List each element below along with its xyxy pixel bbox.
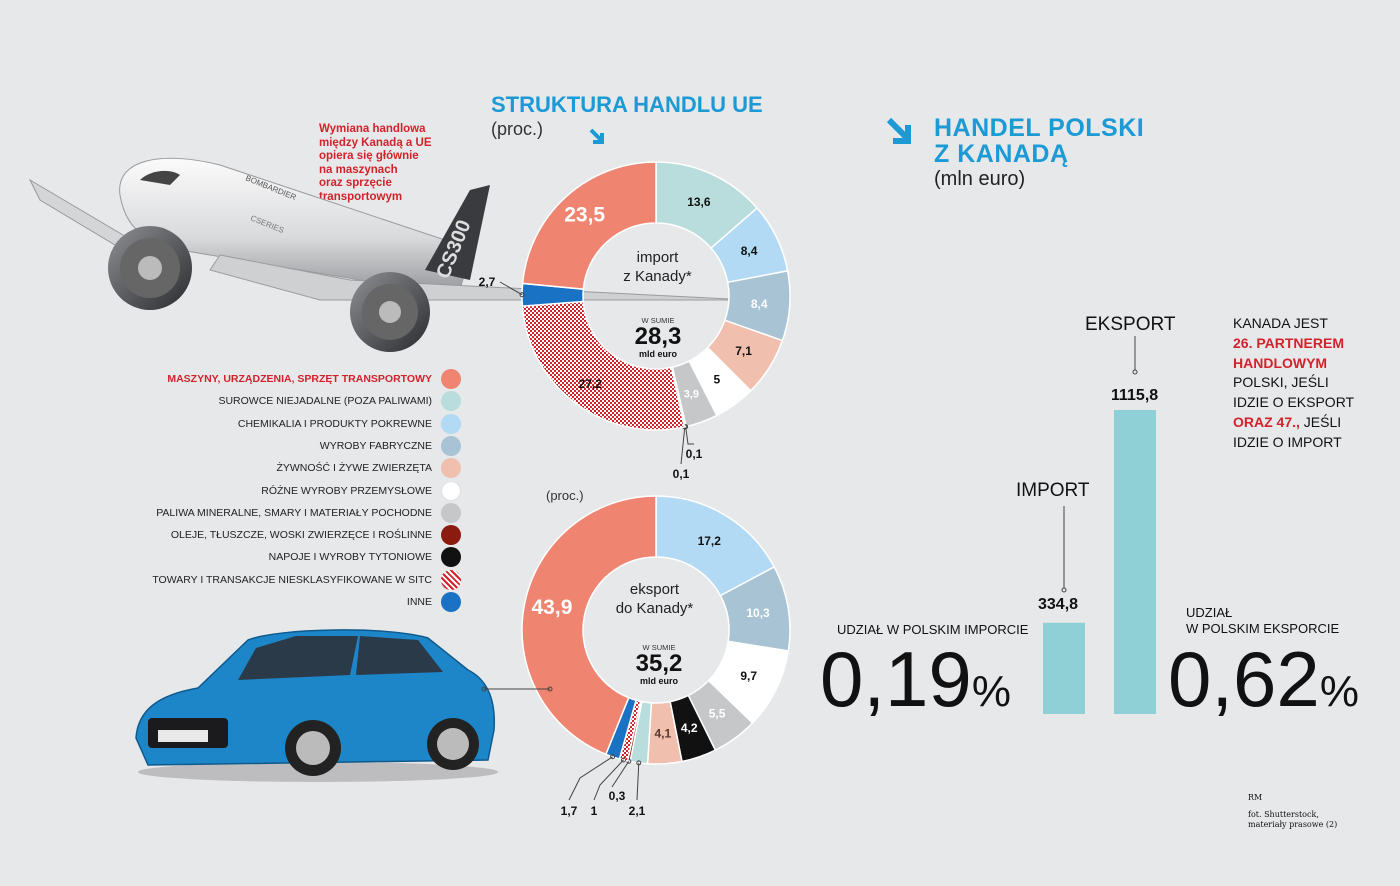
pie-value-label: 1,7	[561, 804, 578, 818]
bar-value-import: 334,8	[1038, 596, 1079, 613]
pie-leader-line	[568, 756, 613, 801]
pie-leader-line	[685, 426, 694, 445]
pie-value-label: 4,1	[654, 726, 671, 740]
airplane-illustration: CS300 BOMBARDIER CSERIES	[28, 157, 751, 352]
pie-leader-dot	[620, 757, 626, 763]
pie-value-label: 2,1	[629, 804, 646, 818]
pie2-total: W SUMIE 35,2 mld euro	[635, 643, 683, 686]
bar-label-export: EKSPORT	[1085, 314, 1176, 335]
pie-value-label: 13,6	[687, 195, 711, 209]
car-leader-dot	[547, 686, 553, 692]
pie-value-label: 1	[591, 804, 598, 818]
legend-swatch	[441, 413, 461, 434]
bar-import	[1043, 622, 1085, 714]
bar-label-import: IMPORT	[1016, 480, 1090, 501]
pie-slice-machinery	[521, 495, 657, 756]
pie-value-label: 0,1	[686, 447, 703, 461]
legend-label: CHEMIKALIA I PRODUKTY POKREWNE	[237, 417, 432, 430]
legend-swatch	[441, 435, 461, 456]
bar-chart	[1043, 336, 1156, 714]
pie-value-label: 3,9	[684, 388, 699, 400]
pie-value-label: 10,3	[746, 606, 770, 620]
pie-value-label: 0,3	[609, 789, 626, 803]
pie-value-label: 5	[713, 373, 720, 387]
legend-label: ŻYWNOŚĆ I ŻYWE ZWIERZĘTA	[276, 462, 432, 475]
legend-swatch	[441, 391, 461, 412]
pie-leader-dot	[636, 760, 642, 766]
legend-swatch	[441, 458, 461, 479]
import-share-caption: UDZIAŁ W POLSKIM IMPORCIE	[837, 622, 1029, 637]
legend-swatch	[441, 502, 461, 523]
car-illustration	[135, 629, 498, 782]
legend-swatch	[441, 525, 461, 546]
legend-label: MASZYNY, URZĄDZENIA, SPRZĘT TRANSPORTOWY	[167, 373, 432, 385]
pie-leader-line	[636, 762, 640, 801]
legend-swatch	[441, 547, 461, 568]
handel-title-line2: Z KANADĄ	[934, 140, 1069, 168]
pie-slice-unclass	[521, 300, 686, 431]
pie2-unit: (proc.)	[546, 488, 584, 503]
pie1-center: import z Kanady*	[623, 249, 692, 285]
import-share-value: 0,19%	[820, 635, 1011, 723]
bar-leader-dot	[1132, 369, 1138, 375]
legend-label: TOWARY I TRANSAKCJE NIESKLASYFIKOWANE W …	[152, 573, 432, 586]
bar-export	[1114, 410, 1156, 714]
pie-leader-dot	[610, 754, 616, 760]
legend-label: OLEJE, TŁUSZCZE, WOSKI ZWIERZĘCE I ROŚLI…	[170, 529, 432, 542]
legend-label: INNE	[406, 596, 432, 608]
pie2-center: eksport do Kanady*	[615, 581, 694, 617]
pie-value-label: 43,9	[532, 596, 573, 619]
pie-value-label: 9,7	[740, 669, 757, 683]
pie-leader-dot	[519, 292, 525, 298]
pie-value-label: 23,5	[564, 204, 605, 227]
legend-label: PALIWA MINERALNE, SMARY I MATERIAŁY POCH…	[156, 506, 432, 519]
handel-title-line1: HANDEL POLSKI	[934, 114, 1145, 142]
pie-value-label: 8,4	[741, 244, 758, 258]
arrow-down-right-icon	[589, 128, 604, 144]
partner-note: KANADA JEST 26. PARTNEREM HANDLOWYM POLS…	[1233, 315, 1355, 450]
pie-value-label: 0,1	[673, 467, 690, 481]
pie-value-label: 7,1	[735, 344, 752, 358]
pie-value-label: 17,2	[698, 534, 722, 548]
pie-leader-line	[680, 426, 686, 465]
export-share-caption: UDZIAŁ W POLSKIM EKSPORCIE	[1186, 605, 1340, 636]
legend-label: WYROBY FABRYCZNE	[319, 439, 432, 452]
handel-unit: (mln euro)	[934, 168, 1026, 190]
pie-value-label: 5,5	[709, 707, 726, 721]
bar-leader-dot	[1061, 587, 1067, 593]
struktura-unit: (proc.)	[491, 119, 544, 139]
legend-label: NAPOJE I WYROBY TYTONIOWE	[268, 551, 432, 564]
legend-label: SUROWCE NIEJADALNE (POZA PALIWAMI)	[218, 395, 432, 408]
legend-swatch	[441, 480, 461, 501]
car-leader-dot	[481, 686, 487, 692]
intro-text: Wymiana handlowa między Kanadą a UE opie…	[319, 123, 432, 203]
legend-swatch	[441, 369, 461, 389]
legend-swatch	[441, 592, 461, 612]
pie-leader-line	[611, 760, 630, 788]
pie1-total: W SUMIE 28,3 mld euro	[634, 316, 682, 359]
pie-value-label: 4,2	[681, 721, 698, 735]
pie-value-label: 8,4	[751, 297, 768, 311]
legend-label: RÓŻNE WYROBY PRZEMYSŁOWE	[261, 484, 432, 497]
struktura-title: STRUKTURA HANDLU UE	[491, 92, 763, 117]
pie-value-label: 2,7	[479, 275, 496, 289]
bar-value-export: 1115,8	[1111, 387, 1159, 404]
legend-swatch	[441, 569, 461, 590]
pie-leader-line	[593, 759, 624, 801]
export-share-value: 0,62%	[1168, 635, 1359, 723]
pie-value-label: 27,2	[579, 377, 603, 391]
author-credit: RM	[1248, 793, 1263, 802]
photo-credit: fot. Shutterstock, materiały prasowe (2)	[1248, 810, 1338, 829]
pie-leader-line	[499, 281, 523, 296]
pie-slice-machinery	[521, 161, 657, 290]
arrow-down-right-icon	[886, 117, 911, 144]
